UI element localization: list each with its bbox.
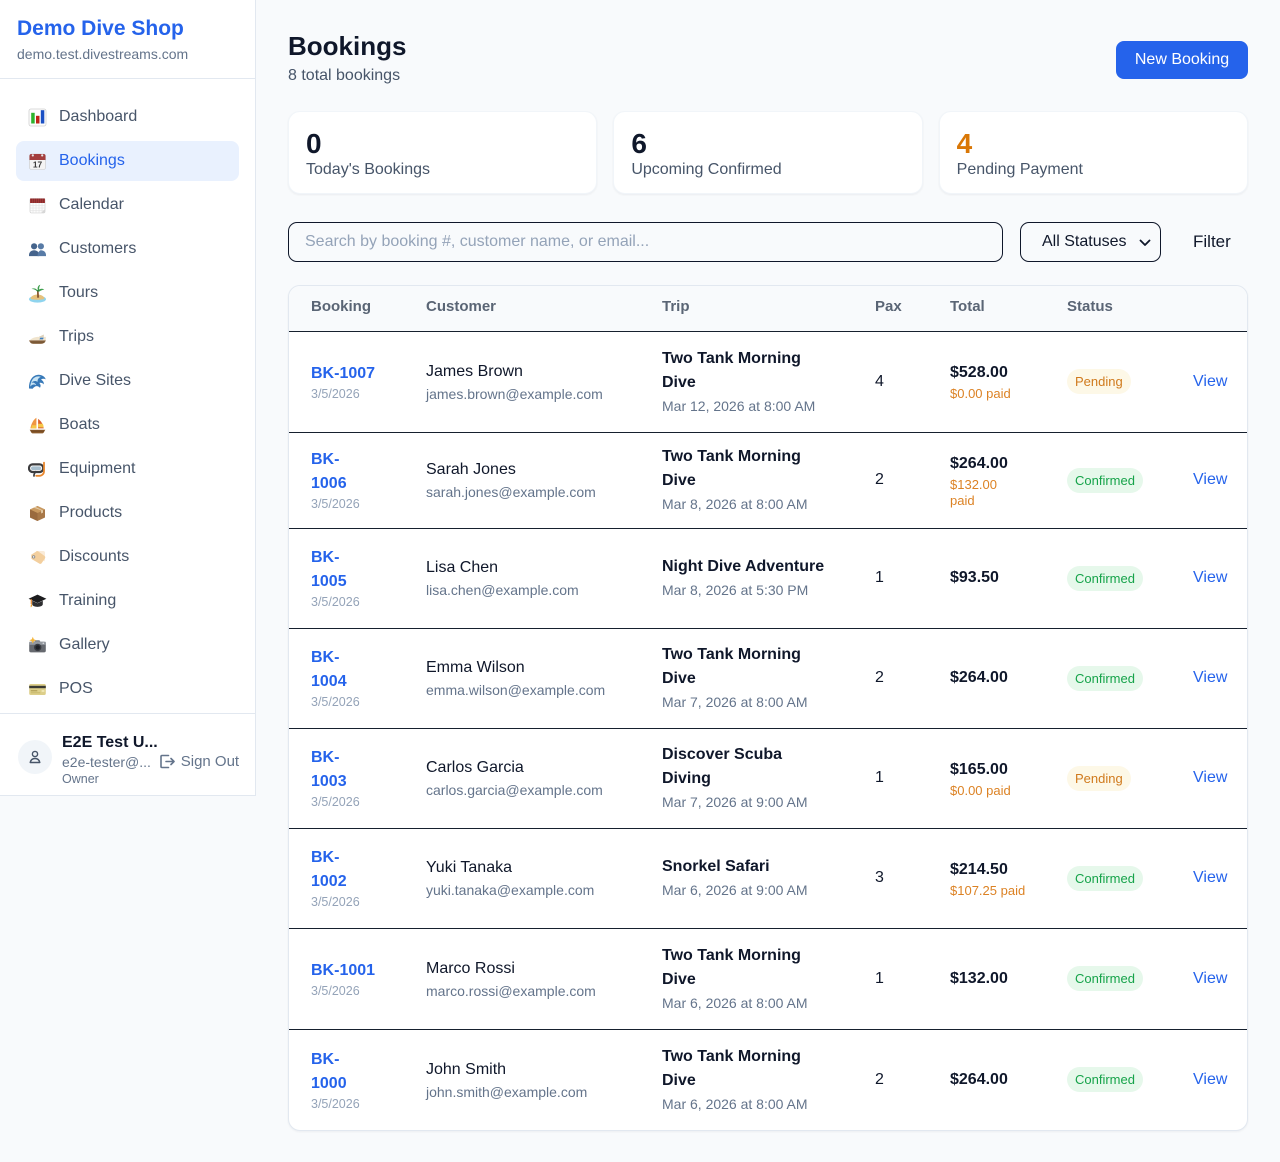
svg-text:17: 17 [33, 159, 43, 169]
